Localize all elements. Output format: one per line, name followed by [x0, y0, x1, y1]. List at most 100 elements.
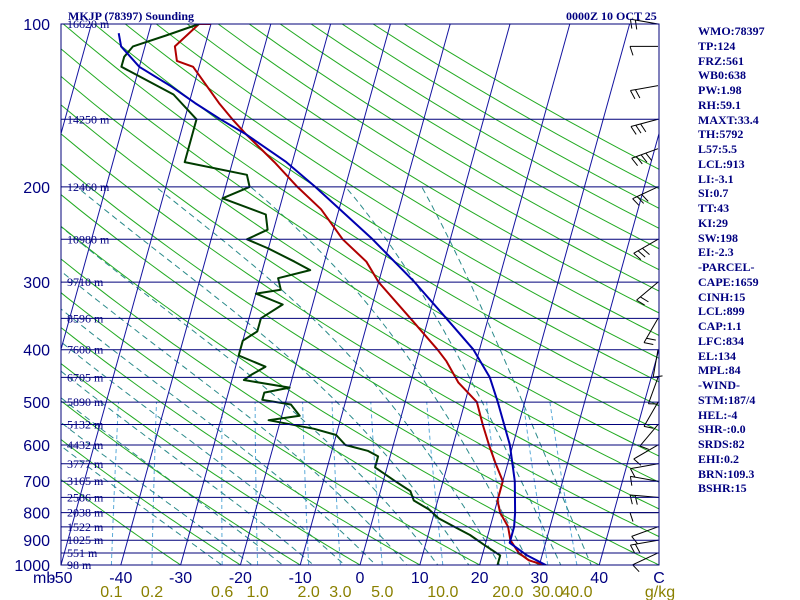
dry-adiabat [279, 24, 659, 250]
wind-barb-flag [639, 445, 650, 450]
moist-adiabat [61, 308, 377, 565]
dry-adiabat [61, 326, 421, 565]
temperature-tick-label: -50 [49, 570, 72, 587]
mixing-ratio-line [110, 402, 119, 565]
wind-barb-staff [630, 463, 659, 470]
isotherm [61, 24, 92, 136]
wind-barb-staff [632, 186, 659, 200]
index-value: SW:198 [698, 230, 739, 245]
height-label: 3777 m [67, 457, 104, 471]
wind-barb-staff [639, 424, 659, 447]
index-value: STM:187/4 [698, 392, 756, 407]
mixing-ratio-tick-label: 2.0 [298, 584, 320, 600]
mixing-ratio-tick-label: 40.0 [561, 584, 592, 600]
isotherm [120, 24, 272, 565]
wind-barb-staff [643, 401, 659, 427]
height-label: 6705 m [67, 370, 104, 384]
plot-border [60, 23, 660, 566]
pressure-tick-label: 1000 [14, 558, 50, 575]
pressure-tick-label: 400 [23, 343, 50, 360]
moist-adiabat [421, 186, 592, 565]
pressure-tick-label: 200 [23, 180, 50, 197]
wind-barb-staff [630, 475, 659, 482]
mixing-ratio-tick-label: 3.0 [329, 584, 351, 600]
wind-barb-flag [629, 90, 636, 100]
chart-frame [60, 23, 660, 566]
dry-adiabat [124, 24, 659, 359]
mixing-ratio-tick-label: 10.0 [427, 584, 458, 600]
mixing-ratio-line [254, 402, 259, 565]
wind-barb-flag [636, 299, 645, 306]
index-value: LCL:899 [698, 304, 745, 319]
mixing-ratio-tick-label: 0.1 [100, 584, 122, 600]
dry-adiabat [186, 24, 659, 314]
wind-barb-flag [632, 564, 640, 573]
height-label: 3165 m [67, 474, 104, 488]
wind-barb-staff [630, 118, 659, 127]
wind-barb-staff [652, 349, 659, 378]
background-lines [61, 24, 659, 565]
wind-barb-flag [641, 194, 649, 202]
mixing-ratio-line [522, 402, 549, 565]
temperature-tick-label: 30 [531, 570, 549, 587]
temperature-tick-label: 40 [590, 570, 608, 587]
pressure-tick-label: 100 [23, 17, 50, 34]
wind-barb-flag [629, 512, 634, 522]
height-label: 16620 m [67, 17, 110, 31]
index-value: TT:43 [698, 201, 730, 215]
mixing-ratio-line [549, 402, 578, 565]
height-label: 1522 m [67, 520, 104, 534]
wind-barb-flag [643, 425, 654, 429]
wind-barb-flag [629, 544, 636, 554]
dry-adiabat [217, 24, 659, 292]
wind-barb-flag [645, 152, 653, 161]
dry-adiabat [61, 258, 541, 565]
mixing-ratio-tick-label: 1.0 [246, 584, 268, 600]
wind-barb-flag [634, 89, 641, 99]
index-value: WB0:638 [698, 68, 746, 83]
mixing-ratio-tick-label: 20.0 [492, 584, 523, 600]
height-label: 9710 m [67, 275, 104, 289]
mixing-ratio-unit-label: g/kg [645, 584, 675, 600]
isotherm [419, 24, 571, 565]
mixing-ratio-line [331, 402, 341, 565]
dry-adiabat [61, 479, 182, 565]
index-value: SRDS:82 [698, 437, 745, 451]
index-value: RH:59.1 [698, 97, 741, 112]
index-value: SHR-:0.0 [698, 422, 746, 437]
index-value: HEL:-4 [698, 407, 738, 422]
wind-barb-flag [632, 198, 640, 206]
temperature-tick-label: -40 [109, 570, 132, 587]
index-value: BRN:109.3 [698, 466, 755, 481]
mixing-ratio-tick-label: 0.6 [211, 584, 233, 600]
moist-adiabat [250, 186, 531, 565]
wind-barb-flag [629, 494, 633, 505]
moist-adiabat [155, 186, 501, 565]
wind-barb-flag [629, 468, 636, 478]
height-label: 98 m [67, 558, 92, 572]
isotherm [299, 24, 451, 565]
index-value: CINH:15 [698, 289, 746, 304]
height-label: 8596 m [67, 311, 104, 325]
temperature-tick-label: -30 [169, 570, 192, 587]
index-value: CAP:1.1 [698, 319, 742, 333]
dry-adiabat [61, 163, 659, 538]
dry-adiabat [248, 24, 659, 271]
wind-barb-flag [642, 247, 650, 255]
wind-barb-flag [634, 19, 638, 30]
isotherm [538, 131, 659, 565]
index-value: BSHR:15 [698, 481, 747, 496]
height-label: 10980 m [67, 232, 110, 246]
mixing-ratio-tick-label: 5.0 [371, 584, 393, 600]
wind-barb-staff [631, 148, 659, 159]
isotherm [598, 347, 659, 565]
dry-adiabat [61, 400, 302, 565]
index-value: EHI:0.2 [698, 451, 740, 466]
height-label: 4432 m [67, 438, 104, 452]
height-label: 7600 m [67, 343, 104, 357]
wind-barb-staff [633, 238, 659, 254]
height-label: 14250 m [67, 112, 110, 126]
dry-adiabat [155, 24, 659, 336]
index-value: -WIND- [698, 378, 740, 392]
